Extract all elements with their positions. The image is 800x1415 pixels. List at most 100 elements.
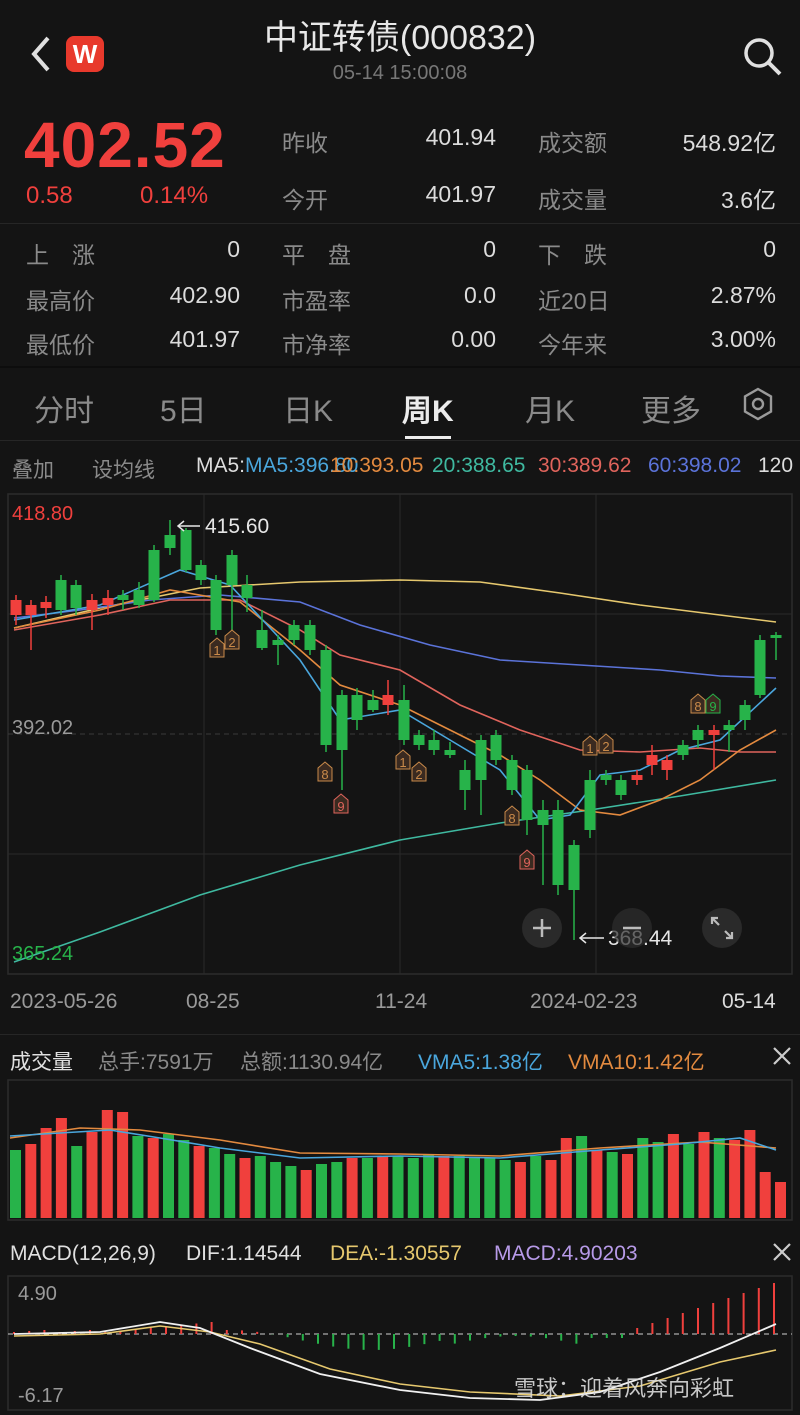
volume-bar bbox=[392, 1156, 404, 1218]
svg-text:2: 2 bbox=[228, 635, 235, 650]
ma10-line bbox=[13, 589, 777, 816]
volume-bar bbox=[438, 1156, 450, 1218]
tab-5day[interactable]: 5日 bbox=[160, 395, 207, 428]
volume-bar bbox=[407, 1158, 419, 1218]
tab-monthly-k[interactable]: 月K bbox=[525, 395, 576, 428]
ma5-value: MA5:396.80 bbox=[245, 454, 359, 477]
candlestick bbox=[537, 800, 549, 885]
volume-bar bbox=[576, 1136, 588, 1218]
zoom-out-button[interactable] bbox=[612, 908, 652, 948]
volume-bar bbox=[10, 1150, 21, 1218]
current-price: 402.52 bbox=[24, 109, 226, 181]
candlestick bbox=[86, 594, 98, 630]
volume-bar bbox=[86, 1132, 98, 1218]
tab-intraday[interactable]: 分时 bbox=[34, 395, 94, 428]
down-label: 下 跌 bbox=[538, 242, 607, 268]
volume-bar bbox=[377, 1156, 389, 1218]
sequence-marker: 2 bbox=[224, 629, 240, 650]
search-icon bbox=[744, 38, 782, 76]
candlestick bbox=[475, 735, 487, 815]
volume-bar bbox=[683, 1144, 695, 1218]
tab-more[interactable]: 更多 bbox=[641, 395, 701, 428]
active-tab-indicator bbox=[405, 436, 451, 439]
chart-settings-button[interactable] bbox=[740, 386, 776, 427]
y-axis-mid-label: 392.02 bbox=[12, 717, 73, 739]
total-amount: 总额:1130.94亿 bbox=[240, 1051, 384, 1074]
close-macd-button[interactable] bbox=[770, 1240, 794, 1269]
candlestick bbox=[180, 528, 192, 572]
svg-text:8: 8 bbox=[508, 811, 515, 826]
candlestick bbox=[272, 635, 284, 665]
chevron-left-icon bbox=[31, 36, 50, 72]
candlestick bbox=[40, 596, 52, 618]
candlestick bbox=[195, 560, 207, 585]
macd-chart[interactable]: 4.90 -6.17 雪球：迎着风奔向彩虹 bbox=[0, 1274, 800, 1412]
ytd-label: 今年来 bbox=[538, 332, 607, 358]
volume-chart[interactable] bbox=[0, 1078, 800, 1224]
volume-bar bbox=[775, 1182, 786, 1218]
volume-bar bbox=[25, 1144, 37, 1218]
ma120-line bbox=[13, 579, 777, 629]
max-price-label: 415.60 bbox=[205, 515, 269, 538]
plus-icon bbox=[533, 919, 551, 937]
down-value: 0 bbox=[763, 236, 776, 262]
volume-bar bbox=[71, 1146, 83, 1218]
candlestick bbox=[288, 620, 300, 645]
candlestick bbox=[210, 575, 222, 635]
macd-y-bottom: -6.17 bbox=[18, 1385, 64, 1407]
macd-title: MACD(12,26,9) bbox=[10, 1242, 156, 1265]
divider bbox=[0, 1034, 800, 1035]
back-button[interactable] bbox=[22, 32, 62, 72]
pb-value: 0.00 bbox=[451, 326, 496, 352]
volume-bar bbox=[514, 1162, 526, 1218]
candlestick bbox=[320, 645, 332, 752]
fullscreen-button[interactable] bbox=[702, 908, 742, 948]
pb-label: 市净率 bbox=[282, 332, 351, 358]
sequence-marker: 9 bbox=[705, 693, 721, 714]
volume-value: 3.6亿 bbox=[721, 187, 776, 213]
high-value: 402.90 bbox=[169, 282, 240, 308]
close-volume-button[interactable] bbox=[770, 1044, 794, 1073]
candlestick bbox=[692, 725, 704, 748]
volume-bar bbox=[300, 1170, 312, 1218]
candlestick bbox=[521, 765, 533, 835]
d20-label: 近20日 bbox=[538, 288, 610, 314]
sequence-marker: 1 bbox=[395, 749, 411, 770]
zoom-in-button[interactable] bbox=[522, 908, 562, 948]
overlay-button[interactable]: 叠加 bbox=[12, 459, 54, 482]
tab-daily-k[interactable]: 日K bbox=[283, 395, 334, 428]
sequence-marker: 9 bbox=[519, 849, 535, 870]
candlestick bbox=[677, 740, 689, 760]
page-title: 中证转债(000832) bbox=[263, 19, 537, 57]
svg-text:8: 8 bbox=[694, 699, 701, 714]
vma10-line bbox=[9, 1127, 777, 1157]
candlestick bbox=[708, 725, 720, 770]
candlestick bbox=[600, 770, 612, 785]
candlestick bbox=[739, 700, 751, 730]
pe-label: 市盈率 bbox=[282, 288, 351, 314]
candlestick bbox=[661, 755, 673, 780]
dea-value: DEA:-1.30557 bbox=[330, 1242, 462, 1265]
flat-label: 平 盘 bbox=[282, 242, 351, 268]
volume-bar bbox=[132, 1136, 144, 1218]
volume-bar bbox=[178, 1140, 190, 1218]
date-label-2: 11-24 bbox=[375, 990, 427, 1013]
volume-bar bbox=[545, 1160, 557, 1218]
vma5-line bbox=[9, 1129, 777, 1159]
volume-bar bbox=[270, 1162, 282, 1218]
tab-weekly-k[interactable]: 周K bbox=[402, 395, 454, 428]
expand-icon bbox=[710, 916, 734, 940]
vma10-value: VMA10:1.42亿 bbox=[568, 1051, 705, 1074]
timestamp: 05-14 15:00:08 bbox=[332, 62, 468, 84]
volume-bar bbox=[147, 1138, 159, 1218]
volume-bar bbox=[637, 1138, 649, 1218]
set-ma-button[interactable]: 设均线 bbox=[92, 459, 155, 482]
settings-icon bbox=[743, 387, 773, 421]
candlestick bbox=[568, 840, 580, 940]
volume-bar bbox=[622, 1154, 633, 1218]
search-button[interactable] bbox=[740, 34, 784, 78]
candlestick bbox=[459, 760, 471, 810]
flat-value: 0 bbox=[483, 236, 496, 262]
up-label: 上 涨 bbox=[26, 242, 95, 268]
